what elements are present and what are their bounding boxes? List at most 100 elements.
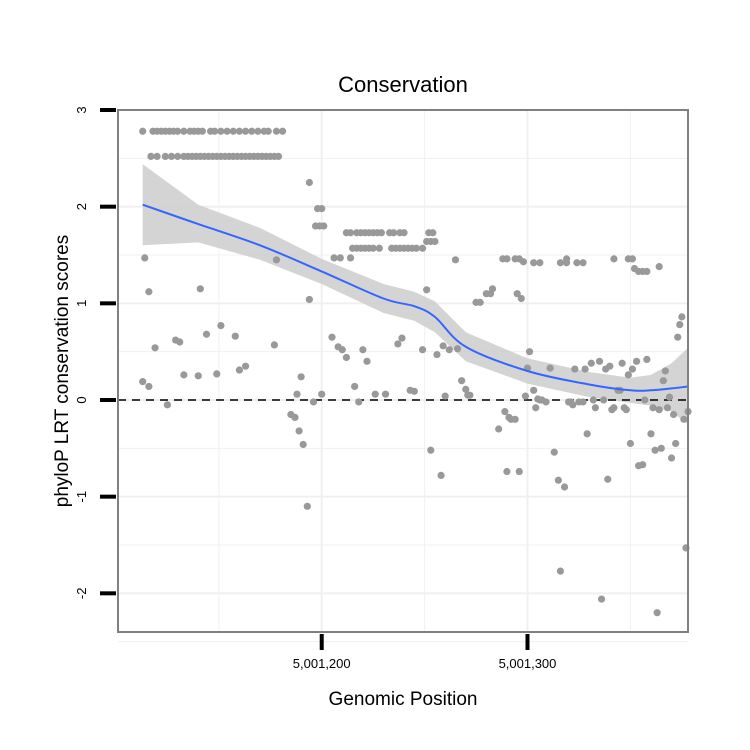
data-point bbox=[556, 259, 565, 267]
data-point bbox=[661, 367, 669, 375]
data-point bbox=[515, 467, 523, 476]
data-point bbox=[180, 127, 188, 135]
smooth-curve bbox=[142, 203, 689, 392]
data-point bbox=[579, 398, 587, 406]
data-point bbox=[521, 392, 530, 400]
data-point bbox=[202, 330, 211, 338]
data-point bbox=[546, 364, 554, 372]
data-point bbox=[320, 222, 328, 230]
data-point bbox=[667, 454, 676, 462]
data-point bbox=[595, 357, 604, 365]
data-point bbox=[180, 371, 188, 379]
data-point bbox=[167, 152, 176, 160]
data-point bbox=[525, 348, 534, 356]
data-point bbox=[153, 152, 161, 160]
data-point bbox=[412, 244, 420, 252]
data-point bbox=[390, 229, 398, 237]
data-point bbox=[597, 595, 606, 603]
y-tick-label: 1 bbox=[74, 300, 89, 307]
data-point bbox=[431, 237, 439, 246]
data-point bbox=[453, 345, 462, 353]
data-point bbox=[458, 377, 466, 385]
data-point bbox=[451, 256, 460, 264]
data-point bbox=[579, 259, 587, 267]
data-point bbox=[235, 127, 244, 135]
data-point bbox=[342, 353, 351, 362]
data-point bbox=[279, 127, 287, 135]
data-point bbox=[647, 430, 655, 438]
data-point bbox=[318, 390, 326, 398]
data-point bbox=[641, 396, 649, 404]
data-point bbox=[560, 483, 569, 491]
data-point bbox=[554, 476, 562, 484]
data-point bbox=[305, 178, 313, 187]
x-axis-label: Genomic Position bbox=[329, 689, 478, 710]
data-point bbox=[139, 378, 147, 386]
data-point bbox=[254, 127, 262, 135]
data-point bbox=[462, 385, 470, 393]
data-point bbox=[145, 288, 153, 296]
data-point bbox=[410, 387, 418, 395]
data-point bbox=[536, 259, 544, 267]
data-point bbox=[606, 362, 614, 370]
x-tick-label: 5,001,300 bbox=[499, 656, 557, 671]
data-point bbox=[235, 366, 244, 374]
data-point bbox=[600, 396, 608, 404]
data-point bbox=[657, 444, 665, 452]
data-point bbox=[297, 373, 305, 381]
data-point bbox=[501, 408, 509, 416]
data-point bbox=[626, 439, 634, 448]
data-point bbox=[229, 127, 237, 135]
y-tick-label: -2 bbox=[74, 588, 89, 600]
data-point bbox=[377, 229, 385, 237]
data-point bbox=[610, 404, 618, 412]
data-point bbox=[556, 567, 565, 575]
data-point bbox=[264, 127, 272, 135]
data-point bbox=[161, 152, 169, 160]
data-point bbox=[355, 398, 363, 406]
data-point bbox=[511, 415, 519, 423]
data-point bbox=[223, 127, 231, 135]
data-point bbox=[649, 404, 657, 412]
data-point bbox=[433, 350, 441, 359]
data-point bbox=[488, 285, 497, 293]
data-point bbox=[622, 406, 630, 414]
data-point bbox=[293, 390, 301, 398]
panel-background bbox=[118, 110, 688, 632]
data-point bbox=[418, 244, 427, 252]
data-point bbox=[665, 393, 674, 401]
data-point bbox=[351, 382, 359, 391]
data-point bbox=[532, 404, 540, 412]
data-point bbox=[591, 404, 600, 412]
data-point bbox=[198, 127, 206, 135]
data-point bbox=[676, 321, 684, 329]
data-point bbox=[194, 372, 202, 380]
data-point bbox=[400, 229, 408, 237]
data-point bbox=[346, 254, 355, 262]
data-point bbox=[519, 258, 527, 266]
data-point bbox=[196, 285, 204, 293]
data-point bbox=[163, 401, 171, 409]
data-points bbox=[139, 127, 692, 617]
data-point bbox=[618, 359, 626, 367]
data-point bbox=[248, 127, 256, 135]
data-point bbox=[536, 396, 544, 404]
data-point bbox=[398, 334, 406, 342]
data-point bbox=[330, 254, 338, 262]
data-point bbox=[604, 475, 612, 483]
data-point bbox=[624, 371, 632, 379]
data-point bbox=[241, 127, 250, 135]
data-point bbox=[359, 346, 367, 354]
data-point bbox=[542, 398, 550, 406]
data-point bbox=[309, 398, 318, 406]
y-tick-label: -1 bbox=[74, 491, 89, 503]
data-point bbox=[151, 344, 159, 352]
data-point bbox=[569, 401, 577, 409]
data-point bbox=[338, 346, 346, 354]
data-point bbox=[363, 357, 371, 365]
data-point bbox=[274, 152, 283, 160]
data-point bbox=[147, 152, 155, 160]
data-point bbox=[217, 321, 225, 330]
data-point bbox=[587, 359, 595, 367]
data-point bbox=[669, 410, 678, 419]
